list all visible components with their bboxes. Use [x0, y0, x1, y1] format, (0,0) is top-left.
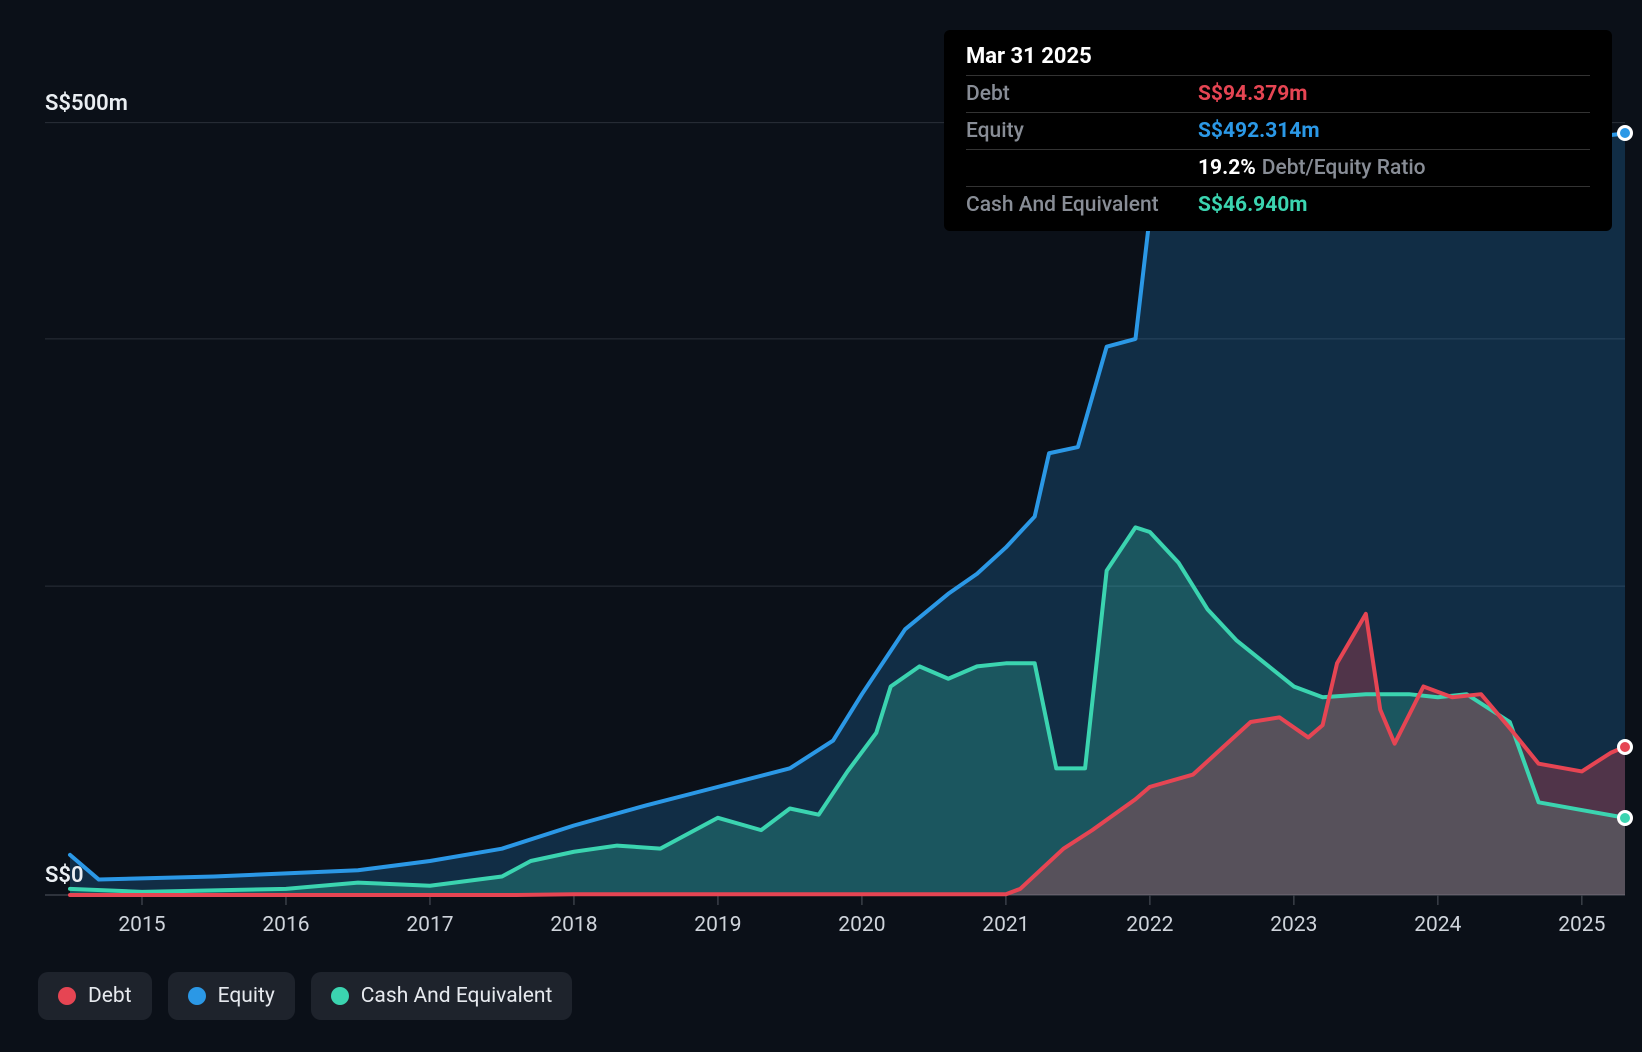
legend-label: Equity	[218, 984, 275, 1008]
y-axis-label: S$500m	[45, 91, 128, 116]
legend-item-equity[interactable]: Equity	[168, 972, 295, 1020]
x-axis-label: 2023	[1270, 913, 1317, 937]
x-axis-label: 2021	[982, 913, 1029, 937]
tooltip-row: 19.2% Debt/Equity Ratio	[966, 149, 1590, 186]
x-axis-label: 2017	[406, 913, 453, 937]
chart-container: S$0 S$500m 2015 2016 2017 2018 2019 2020 2021 20…	[0, 0, 1642, 1052]
tooltip-row-value: S$492.314m	[1198, 119, 1320, 143]
x-axis-label: 2018	[550, 913, 597, 937]
legend-label: Debt	[88, 984, 132, 1008]
x-axis-label: 2019	[694, 913, 741, 937]
tooltip-row-value: 19.2%	[1198, 156, 1256, 180]
tooltip-row: Cash And EquivalentS$46.940m	[966, 186, 1590, 223]
legend-item-debt[interactable]: Debt	[38, 972, 152, 1020]
tooltip-row: EquityS$492.314m	[966, 112, 1590, 149]
x-axis-label: 2025	[1558, 913, 1605, 937]
x-axis-label: 2020	[838, 913, 885, 937]
tooltip-row-key: Cash And Equivalent	[966, 193, 1198, 217]
legend-dot	[331, 987, 349, 1005]
tooltip-row-extra: Debt/Equity Ratio	[1262, 156, 1426, 180]
tooltip-row-key: Debt	[966, 82, 1198, 106]
end-marker-equity	[1617, 125, 1633, 141]
legend-dot	[188, 987, 206, 1005]
tooltip-row-value: S$46.940m	[1198, 193, 1308, 217]
chart-tooltip: Mar 31 2025 DebtS$94.379mEquityS$492.314…	[944, 30, 1612, 231]
x-axis-label: 2015	[118, 913, 165, 937]
tooltip-row-value: S$94.379m	[1198, 82, 1308, 106]
legend-item-cash-and-equivalent[interactable]: Cash And Equivalent	[311, 972, 573, 1020]
tooltip-row: DebtS$94.379m	[966, 75, 1590, 112]
x-axis-label: 2024	[1414, 913, 1461, 937]
chart-legend: Debt Equity Cash And Equivalent	[38, 972, 572, 1020]
legend-dot	[58, 987, 76, 1005]
x-axis-label: 2016	[262, 913, 309, 937]
tooltip-row-key: Equity	[966, 119, 1198, 143]
end-marker-debt	[1617, 739, 1633, 755]
x-axis-label: 2022	[1126, 913, 1173, 937]
legend-label: Cash And Equivalent	[361, 984, 553, 1008]
tooltip-date: Mar 31 2025	[966, 44, 1590, 69]
end-marker-cash-and-equivalent	[1617, 810, 1633, 826]
y-axis-label: S$0	[45, 863, 84, 888]
